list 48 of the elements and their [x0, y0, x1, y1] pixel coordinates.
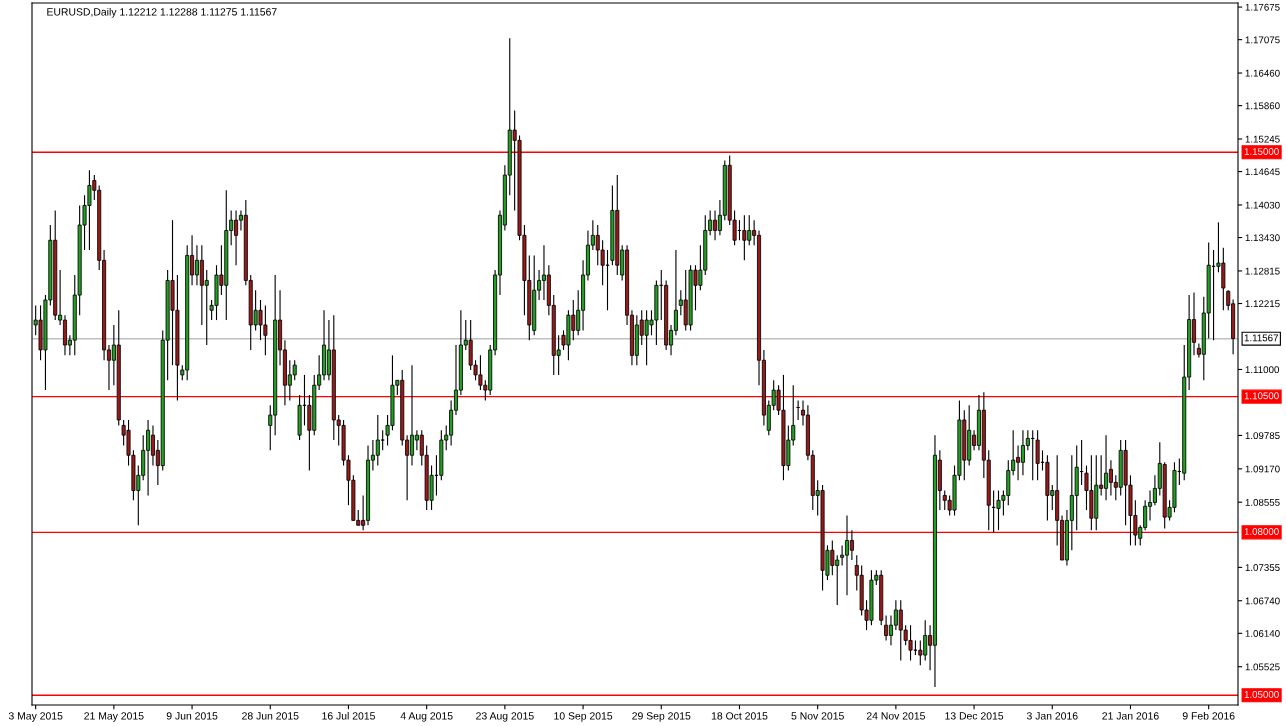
y-tick-label: 1.08555 — [1245, 498, 1280, 506]
y-tick-label: 1.11000 — [1245, 366, 1279, 374]
x-tick-label: 9 Jun 2015 — [166, 712, 218, 720]
y-tick-label: 1.09785 — [1245, 432, 1280, 440]
x-tick-label: 5 Nov 2015 — [791, 712, 844, 720]
x-tick-label: 10 Sep 2015 — [554, 712, 613, 722]
y-tick-label: 1.14030 — [1245, 201, 1280, 209]
y-tick-label: 1.15245 — [1245, 135, 1280, 143]
x-tick-label: 16 Jul 2015 — [322, 711, 375, 720]
ref-line-label: 1.15000 — [1244, 148, 1279, 155]
y-tick-label: 1.14645 — [1245, 168, 1280, 176]
y-tick-label: 1.13430 — [1245, 234, 1280, 242]
y-tick-label: 1.17075 — [1245, 36, 1280, 44]
y-tick-label: 1.07355 — [1245, 564, 1280, 571]
y-tick-label: 1.12215 — [1245, 300, 1280, 308]
x-tick-label: 29 Sep 2015 — [632, 712, 691, 722]
y-tick-label: 1.12815 — [1245, 267, 1280, 275]
candlestick — [1035, 429, 1040, 481]
candlestick — [884, 614, 889, 641]
x-tick-label: 24 Nov 2015 — [866, 712, 925, 720]
y-tick-label: 1.15860 — [1245, 102, 1280, 110]
x-tick-label: 23 Aug 2015 — [476, 712, 534, 722]
x-tick-label: 4 Aug 2015 — [400, 712, 453, 722]
x-tick-label: 18 Oct 2015 — [711, 712, 768, 720]
candlestick — [742, 214, 747, 261]
x-tick-label: 28 Jun 2015 — [242, 712, 299, 720]
ref-line-label: 1.10500 — [1244, 392, 1279, 400]
x-tick-label: 3 Jan 2016 — [1026, 712, 1078, 720]
candlestick — [918, 639, 923, 666]
chart-title: EURUSD,Daily 1.12212 1.12288 1.11275 1.11567 — [47, 7, 277, 18]
ref-line-label: 1.05000 — [1244, 690, 1279, 698]
x-tick-label: 3 May 2015 — [8, 712, 63, 722]
ref-line-label: 1.08000 — [1244, 528, 1279, 535]
x-tick-label: 21 Jan 2016 — [1102, 712, 1159, 720]
candlestick — [840, 544, 845, 567]
y-tick-label: 1.17675 — [1245, 3, 1280, 11]
candlestick — [375, 414, 380, 467]
y-tick-label: 1.06740 — [1245, 597, 1280, 605]
x-tick-label: 9 Feb 2016 — [1182, 711, 1235, 720]
candlestick — [849, 529, 854, 561]
y-tick-label: 1.16460 — [1245, 69, 1280, 77]
y-tick-label: 1.05525 — [1245, 663, 1280, 671]
ref-line-label: 1.11567 — [1244, 334, 1278, 342]
x-tick-label: 13 Dec 2015 — [945, 712, 1004, 720]
y-tick-label: 1.09170 — [1245, 465, 1280, 473]
y-tick-label: 1.06140 — [1245, 630, 1280, 637]
x-tick-label: 21 May 2015 — [84, 712, 144, 722]
candlestick — [844, 514, 850, 596]
